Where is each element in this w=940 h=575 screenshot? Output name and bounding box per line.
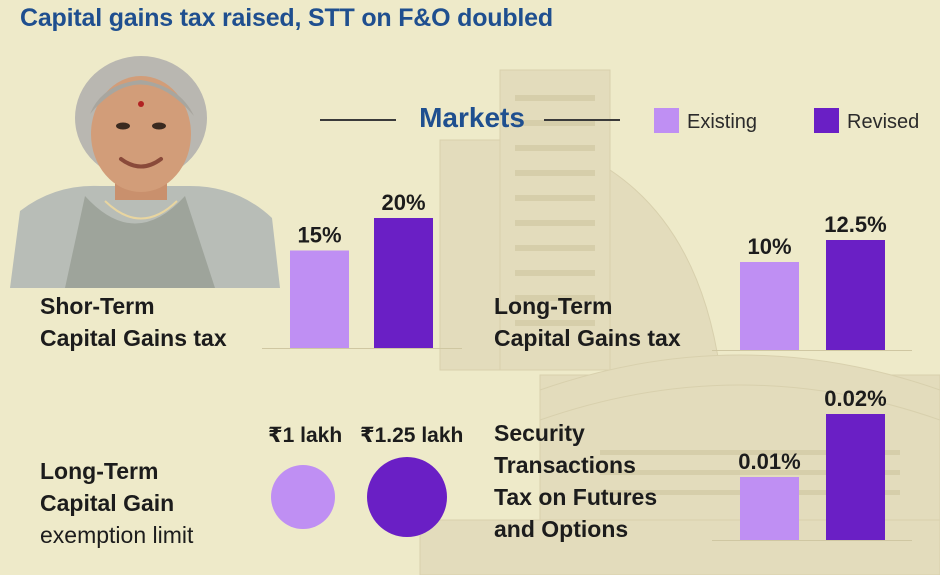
stt-title-line-4: and Options	[494, 516, 629, 542]
ltcg-bars: 10% 12.5%	[712, 212, 912, 351]
bar-revised	[374, 218, 433, 348]
section-title: Markets	[320, 100, 620, 136]
stcg-title-line-2: Capital Gains tax	[40, 325, 227, 351]
face	[91, 76, 191, 192]
exemption-title-line-1: Long-Term	[40, 458, 159, 484]
minister-portrait	[10, 56, 280, 288]
stcg-title-line-1: Shor-Term	[40, 293, 155, 319]
title-rule-left	[320, 119, 396, 121]
section-title-text: Markets	[419, 102, 525, 133]
bar-revised	[826, 240, 885, 350]
stcg-chart-title: Shor-Term Capital Gains tax	[40, 290, 227, 354]
stt-title-line-2: Transactions	[494, 452, 636, 478]
ltcg-chart-title: Long-Term Capital Gains tax	[494, 290, 681, 354]
exemption-title-line-2: Capital Gain	[40, 490, 175, 516]
exemption-revised-circle	[366, 456, 448, 538]
stcg-bars: 15% 20%	[262, 190, 462, 349]
stt-title-line-1: Security	[494, 420, 585, 446]
bar-value-label-revised: 0.02%	[824, 386, 886, 411]
exemption-existing-label: ₹1 lakh	[268, 424, 343, 447]
stcg-chart: 15% 20%	[262, 190, 462, 355]
title-rule-right	[544, 119, 620, 121]
legend-swatch-revised	[814, 108, 839, 133]
exemption-chart-title: Long-Term Capital Gain exemption limit	[40, 455, 193, 551]
legend-swatch-existing	[654, 108, 679, 133]
headline: Capital gains tax raised, STT on F&O dou…	[20, 4, 553, 32]
bar-value-label-existing: 10%	[747, 234, 791, 259]
stt-title-line-3: Tax on Futures	[494, 484, 658, 510]
saree-drape	[65, 196, 215, 288]
exemption-title-line-3: exemption limit	[40, 522, 194, 548]
stt-bars: 0.01% 0.02%	[712, 386, 912, 541]
bar-existing	[740, 262, 799, 350]
bar-value-label-existing: 0.01%	[738, 449, 800, 474]
bar-revised	[826, 414, 885, 540]
bar-value-label-revised: 12.5%	[824, 212, 886, 237]
bar-value-label-revised: 20%	[381, 190, 425, 215]
bindi	[138, 101, 144, 107]
bar-value-label-existing: 15%	[297, 223, 341, 248]
ltcg-title-line-2: Capital Gains tax	[494, 325, 681, 351]
exemption-existing-circle	[271, 465, 335, 529]
ltcg-title-line-1: Long-Term	[494, 293, 613, 319]
legend-label-existing: Existing	[687, 111, 758, 133]
exemption-revised-label: ₹1.25 lakh	[360, 424, 464, 447]
legend-label-revised: Revised	[847, 111, 920, 133]
ltcg-chart: 10% 12.5%	[712, 200, 922, 360]
hair-top	[90, 80, 194, 116]
bar-existing	[740, 477, 799, 540]
bar-existing	[290, 250, 349, 348]
stt-chart: 0.01% 0.02%	[712, 380, 922, 545]
stt-chart-title: Security Transactions Tax on Futures and…	[494, 417, 657, 545]
